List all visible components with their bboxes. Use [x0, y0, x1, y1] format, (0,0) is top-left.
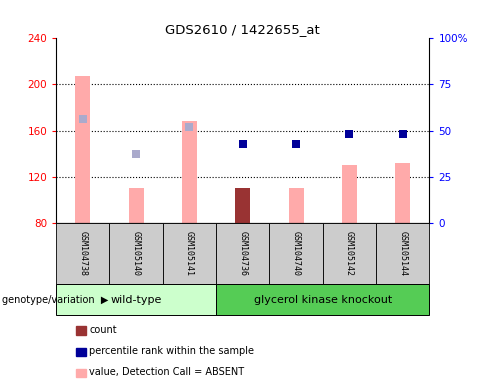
Bar — [56, 284, 216, 315]
Text: glycerol kinase knockout: glycerol kinase knockout — [254, 295, 392, 305]
Bar — [288, 188, 304, 223]
Bar — [323, 223, 376, 284]
Text: GSM104738: GSM104738 — [78, 231, 87, 276]
Text: percentile rank within the sample: percentile rank within the sample — [89, 346, 254, 356]
Bar — [182, 121, 197, 223]
Bar — [109, 223, 163, 284]
Bar — [269, 223, 323, 284]
Text: GSM105140: GSM105140 — [132, 231, 141, 276]
Text: count: count — [89, 325, 117, 335]
Bar — [395, 163, 410, 223]
Bar — [129, 188, 143, 223]
Bar — [75, 76, 90, 223]
Text: genotype/variation  ▶: genotype/variation ▶ — [2, 295, 109, 305]
Bar — [342, 165, 357, 223]
Bar — [163, 223, 216, 284]
Text: GSM104736: GSM104736 — [238, 231, 247, 276]
Bar — [235, 188, 250, 223]
Text: GSM105144: GSM105144 — [398, 231, 407, 276]
Bar — [235, 188, 250, 223]
Bar — [216, 223, 269, 284]
Bar — [56, 223, 109, 284]
Text: GSM105142: GSM105142 — [345, 231, 354, 276]
Text: value, Detection Call = ABSENT: value, Detection Call = ABSENT — [89, 367, 244, 377]
Bar — [376, 223, 429, 284]
Text: GSM105141: GSM105141 — [185, 231, 194, 276]
Bar — [216, 284, 429, 315]
Title: GDS2610 / 1422655_at: GDS2610 / 1422655_at — [165, 23, 320, 36]
Text: GSM104740: GSM104740 — [292, 231, 301, 276]
Text: wild-type: wild-type — [110, 295, 162, 305]
